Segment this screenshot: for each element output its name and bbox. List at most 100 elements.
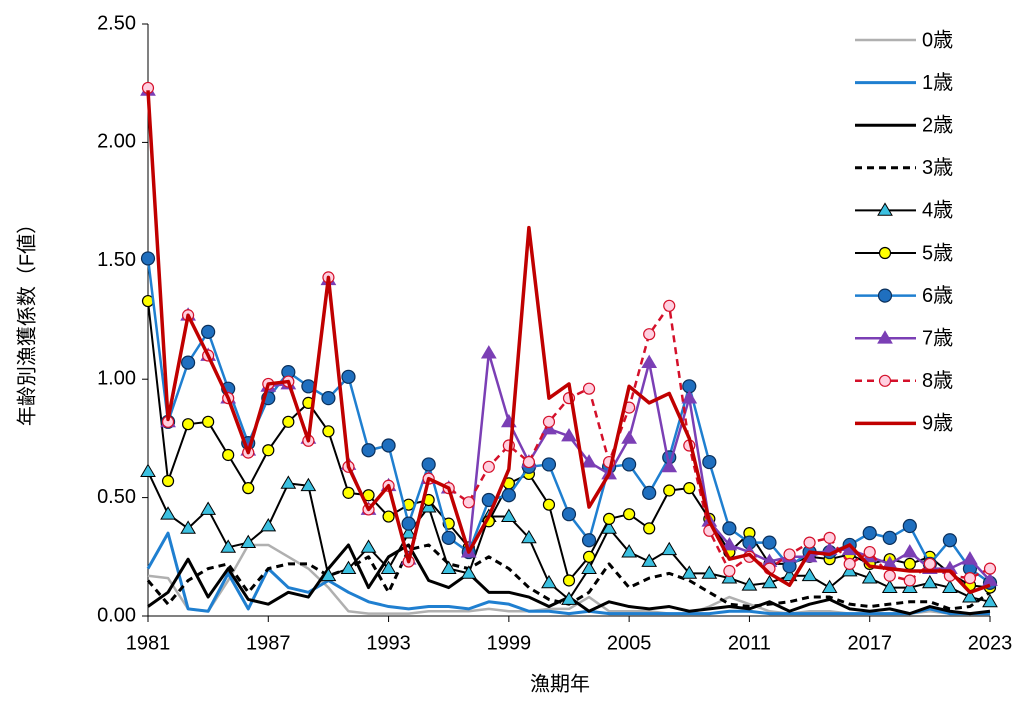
data-point (783, 548, 796, 561)
legend-label: 8歳 (922, 369, 953, 392)
data-point (480, 345, 497, 359)
data-point (321, 391, 336, 406)
data-point (801, 567, 818, 582)
data-point (982, 593, 998, 608)
legend-label: 2歳 (922, 113, 953, 136)
legend-marker (877, 202, 893, 216)
data-point (683, 482, 696, 495)
x-tick-label: 2011 (728, 632, 771, 654)
y-tick-label: 1.00 (97, 367, 136, 389)
data-point (963, 572, 977, 585)
data-point (581, 560, 597, 575)
legend-marker (878, 374, 892, 387)
data-point (882, 530, 897, 545)
legend-marker (878, 246, 892, 260)
data-point (721, 536, 738, 551)
data-point (282, 415, 295, 428)
data-point (361, 443, 376, 458)
data-point (803, 536, 816, 549)
series-line (146, 87, 991, 582)
y-axis-label: 年齢別漁獲係数（F値） (15, 214, 38, 426)
data-point (661, 541, 678, 556)
data-point (903, 574, 916, 587)
data-point (901, 544, 918, 558)
data-point (681, 390, 698, 404)
data-point (381, 438, 396, 453)
legend-label: 9歳 (922, 412, 953, 435)
data-point (983, 562, 997, 575)
x-tick-label: 2023 (968, 632, 1013, 654)
legend-label: 3歳 (922, 156, 953, 179)
data-point (260, 518, 277, 532)
data-point (663, 299, 676, 312)
legend-label: 6歳 (922, 284, 953, 307)
data-point (501, 488, 516, 503)
data-point (881, 579, 898, 593)
series-line (146, 90, 991, 595)
data-point (681, 565, 698, 579)
series-line (146, 90, 991, 582)
data-point (641, 553, 658, 567)
data-point (542, 415, 556, 428)
data-point (340, 560, 357, 575)
data-point (541, 457, 557, 472)
legend-marker (877, 288, 893, 303)
y-tick-label: 2.00 (97, 131, 136, 153)
data-point (400, 525, 417, 539)
data-point (500, 508, 517, 522)
data-point (921, 574, 938, 589)
y-tick-label: 0.00 (97, 604, 136, 626)
data-point (380, 560, 397, 575)
x-tick-label: 2005 (607, 632, 652, 654)
y-tick-label: 1.50 (97, 249, 136, 271)
x-tick-label: 1999 (487, 632, 532, 654)
data-point (240, 534, 257, 548)
data-point (482, 460, 495, 473)
data-point (762, 535, 777, 550)
data-point (883, 569, 896, 582)
legend-label: 7歳 (922, 326, 953, 349)
data-point (622, 457, 637, 472)
data-point (641, 354, 658, 369)
data-point (862, 526, 877, 541)
data-point (962, 589, 978, 603)
data-point (723, 564, 736, 578)
x-tick-label: 1993 (366, 632, 411, 654)
data-point (843, 557, 856, 571)
data-point (341, 369, 356, 384)
data-point (623, 508, 636, 521)
data-point (161, 474, 175, 488)
data-point (661, 458, 678, 473)
series-line (146, 531, 990, 616)
data-point (202, 415, 215, 428)
data-point (222, 448, 235, 462)
data-point (421, 457, 436, 472)
data-point (160, 506, 176, 520)
data-point (621, 430, 638, 444)
data-point (401, 516, 416, 531)
data-point (861, 570, 878, 584)
data-point (200, 501, 217, 515)
data-point (722, 521, 737, 536)
data-point (140, 251, 156, 266)
data-point (562, 574, 576, 587)
data-point (962, 551, 978, 565)
data-point (942, 579, 958, 593)
data-point (602, 512, 616, 526)
data-point (821, 579, 838, 593)
data-point (181, 418, 195, 431)
data-point (180, 355, 196, 370)
data-point (902, 518, 917, 534)
data-point (342, 486, 355, 499)
x-tick-label: 1987 (246, 632, 291, 654)
data-point (201, 324, 216, 339)
data-point (823, 531, 836, 544)
y-tick-label: 2.50 (97, 12, 136, 34)
data-point (542, 498, 556, 511)
data-point (581, 533, 597, 548)
x-tick-label: 1981 (126, 632, 171, 654)
data-point (522, 455, 536, 469)
data-point (642, 485, 657, 500)
data-point (942, 533, 958, 548)
